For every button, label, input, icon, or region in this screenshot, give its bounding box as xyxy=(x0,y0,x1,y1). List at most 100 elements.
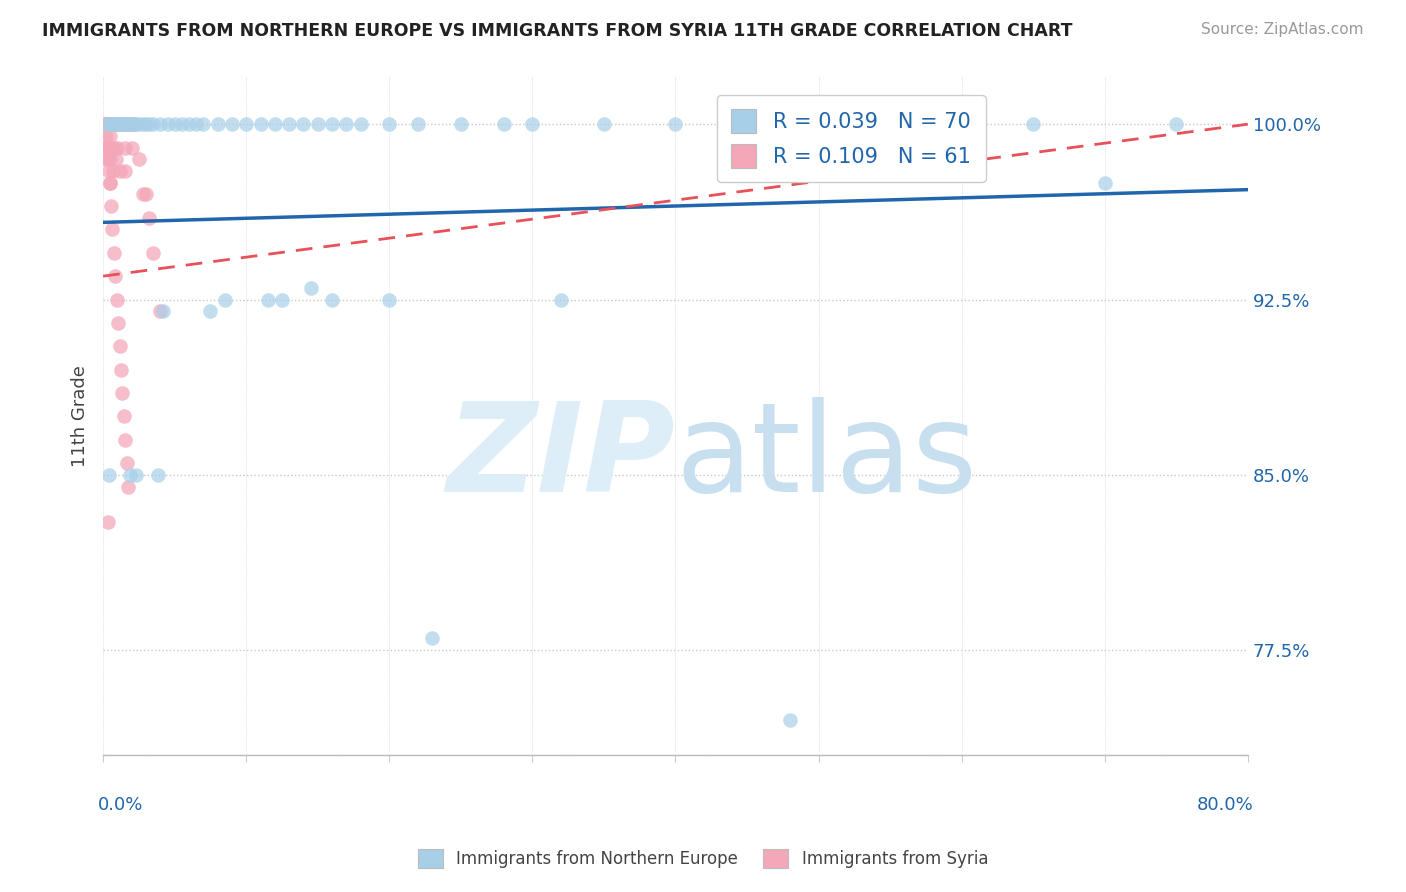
Point xyxy=(121,140,143,154)
Point xyxy=(98,176,121,190)
Point xyxy=(278,117,301,131)
Point xyxy=(152,304,174,318)
Point xyxy=(93,140,115,154)
Legend: R = 0.039   N = 70, R = 0.109   N = 61: R = 0.039 N = 70, R = 0.109 N = 61 xyxy=(717,95,986,182)
Point xyxy=(100,117,122,131)
Point xyxy=(101,117,124,131)
Point xyxy=(97,164,120,178)
Point xyxy=(114,117,136,131)
Point xyxy=(125,467,148,482)
Point xyxy=(350,117,373,131)
Point xyxy=(420,632,443,646)
Point xyxy=(97,117,120,131)
Point xyxy=(105,153,128,167)
Point xyxy=(142,117,165,131)
Point xyxy=(110,117,132,131)
Point xyxy=(97,467,120,482)
Point xyxy=(94,128,117,143)
Point xyxy=(97,515,120,529)
Point xyxy=(406,117,429,131)
Point xyxy=(104,269,127,284)
Point xyxy=(138,211,160,225)
Point xyxy=(107,316,129,330)
Point xyxy=(492,117,515,131)
Point xyxy=(98,117,121,131)
Point xyxy=(105,117,128,131)
Point xyxy=(103,140,125,154)
Text: atlas: atlas xyxy=(675,397,977,517)
Point xyxy=(115,456,138,470)
Point xyxy=(93,117,115,131)
Point xyxy=(96,117,118,131)
Point xyxy=(522,117,544,131)
Point xyxy=(807,117,830,131)
Point xyxy=(115,117,138,131)
Point xyxy=(96,153,118,167)
Point xyxy=(101,222,124,236)
Point xyxy=(163,117,186,131)
Point xyxy=(135,117,157,131)
Point xyxy=(450,117,472,131)
Point xyxy=(879,117,901,131)
Point xyxy=(256,293,278,307)
Point xyxy=(98,153,121,167)
Point xyxy=(221,117,243,131)
Point xyxy=(321,117,343,131)
Point xyxy=(378,293,401,307)
Point xyxy=(97,117,120,131)
Point xyxy=(101,117,124,131)
Point xyxy=(111,117,134,131)
Point xyxy=(110,117,132,131)
Text: IMMIGRANTS FROM NORTHERN EUROPE VS IMMIGRANTS FROM SYRIA 11TH GRADE CORRELATION : IMMIGRANTS FROM NORTHERN EUROPE VS IMMIG… xyxy=(42,22,1073,40)
Point xyxy=(98,117,121,131)
Point xyxy=(138,117,160,131)
Point xyxy=(193,117,215,131)
Point xyxy=(94,117,117,131)
Point xyxy=(115,117,138,131)
Point xyxy=(96,153,118,167)
Point xyxy=(120,467,142,482)
Legend: Immigrants from Northern Europe, Immigrants from Syria: Immigrants from Northern Europe, Immigra… xyxy=(412,843,994,875)
Point xyxy=(96,117,118,131)
Point xyxy=(214,293,236,307)
Point xyxy=(271,293,294,307)
Point xyxy=(593,117,616,131)
Point xyxy=(100,117,122,131)
Text: ZIP: ZIP xyxy=(447,397,675,517)
Point xyxy=(98,176,121,190)
Point xyxy=(124,117,146,131)
Point xyxy=(550,293,572,307)
Point xyxy=(128,153,150,167)
Point xyxy=(200,304,222,318)
Point xyxy=(94,117,117,131)
Point xyxy=(103,117,125,131)
Point xyxy=(735,117,758,131)
Point xyxy=(128,117,150,131)
Point xyxy=(235,117,257,131)
Point xyxy=(1166,117,1188,131)
Point xyxy=(112,409,135,424)
Point xyxy=(142,245,165,260)
Point xyxy=(149,304,172,318)
Point xyxy=(105,117,128,131)
Point xyxy=(100,199,122,213)
Point xyxy=(105,293,128,307)
Point xyxy=(156,117,179,131)
Point xyxy=(112,117,135,131)
Point xyxy=(107,140,129,154)
Point xyxy=(114,140,136,154)
Y-axis label: 11th Grade: 11th Grade xyxy=(72,366,89,467)
Point xyxy=(124,117,146,131)
Point xyxy=(110,164,132,178)
Point xyxy=(101,164,124,178)
Point xyxy=(118,117,141,131)
Point xyxy=(132,187,155,202)
Point xyxy=(292,117,315,131)
Point xyxy=(100,140,122,154)
Point xyxy=(1022,117,1045,131)
Point xyxy=(96,117,118,131)
Point xyxy=(98,128,121,143)
Point xyxy=(299,281,322,295)
Point xyxy=(110,362,132,376)
Point xyxy=(118,117,141,131)
